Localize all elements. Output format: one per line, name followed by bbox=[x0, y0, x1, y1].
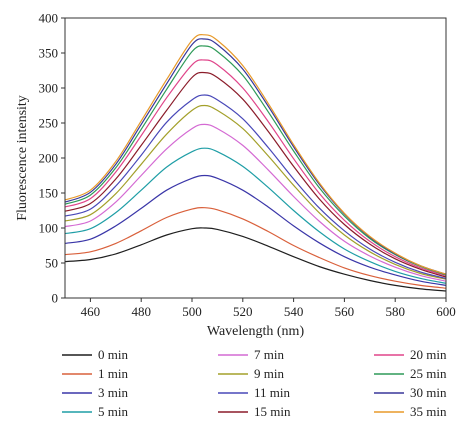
legend-item: 20 min bbox=[374, 347, 447, 362]
series-line-4 bbox=[64, 147, 447, 284]
series-line-10 bbox=[64, 45, 447, 276]
y-axis: 0 50 100 150 200 250 300 350 400 bbox=[39, 11, 65, 306]
legend: 0 min 1 min 3 min 5 min 7 min 9 min 11 min 15 m… bbox=[62, 347, 447, 419]
legend-label: 20 min bbox=[410, 347, 447, 362]
legend-item: 5 min bbox=[62, 404, 128, 419]
legend-label: 11 min bbox=[254, 385, 290, 400]
legend-item: 7 min bbox=[218, 347, 284, 362]
series-line-6 bbox=[64, 104, 447, 280]
legend-label: 30 min bbox=[410, 385, 447, 400]
y-tick-label: 400 bbox=[39, 11, 59, 26]
legend-item: 3 min bbox=[62, 385, 128, 400]
y-tick-label: 150 bbox=[39, 186, 59, 201]
legend-label: 25 min bbox=[410, 366, 447, 381]
x-tick-label: 540 bbox=[284, 304, 304, 319]
legend-item: 1 min bbox=[62, 366, 128, 381]
legend-label: 0 min bbox=[98, 347, 128, 362]
y-axis-label: Fluorescence intensity bbox=[15, 95, 30, 221]
x-tick-label: 500 bbox=[182, 304, 202, 319]
series-line-5 bbox=[64, 123, 447, 282]
legend-label: 1 min bbox=[98, 366, 128, 381]
y-tick-label: 250 bbox=[39, 116, 59, 131]
legend-item: 9 min bbox=[218, 366, 284, 381]
y-tick-label: 350 bbox=[39, 46, 59, 61]
x-tick-label: 600 bbox=[436, 304, 456, 319]
series-line-11 bbox=[64, 38, 447, 275]
series-layer bbox=[64, 34, 447, 292]
series-line-9 bbox=[64, 59, 447, 277]
y-tick-label: 200 bbox=[39, 151, 59, 166]
series-line-8 bbox=[64, 71, 447, 278]
legend-item: 15 min bbox=[218, 404, 291, 419]
x-axis: 460 480 500 520 540 560 580 600 bbox=[81, 298, 456, 319]
x-tick-label: 460 bbox=[81, 304, 101, 319]
y-tick-label: 0 bbox=[52, 291, 59, 306]
y-tick-label: 300 bbox=[39, 81, 59, 96]
legend-label: 15 min bbox=[254, 404, 291, 419]
x-axis-label: Wavelength (nm) bbox=[207, 324, 305, 339]
x-tick-label: 560 bbox=[335, 304, 355, 319]
series-line-12 bbox=[64, 34, 447, 275]
legend-label: 7 min bbox=[254, 347, 284, 362]
legend-label: 5 min bbox=[98, 404, 128, 419]
x-tick-label: 480 bbox=[131, 304, 151, 319]
series-line-2 bbox=[64, 207, 447, 289]
legend-item: 30 min bbox=[374, 385, 447, 400]
legend-item: 25 min bbox=[374, 366, 447, 381]
x-tick-label: 580 bbox=[385, 304, 405, 319]
legend-label: 9 min bbox=[254, 366, 284, 381]
x-tick-label: 520 bbox=[233, 304, 253, 319]
series-line-1 bbox=[64, 227, 447, 292]
legend-item: 0 min bbox=[62, 347, 128, 362]
legend-item: 35 min bbox=[374, 404, 447, 419]
legend-label: 3 min bbox=[98, 385, 128, 400]
series-line-3 bbox=[64, 174, 447, 286]
y-tick-label: 50 bbox=[45, 256, 58, 271]
series-line-7 bbox=[64, 94, 447, 279]
legend-label: 35 min bbox=[410, 404, 447, 419]
y-tick-label: 100 bbox=[39, 221, 59, 236]
legend-item: 11 min bbox=[218, 385, 290, 400]
